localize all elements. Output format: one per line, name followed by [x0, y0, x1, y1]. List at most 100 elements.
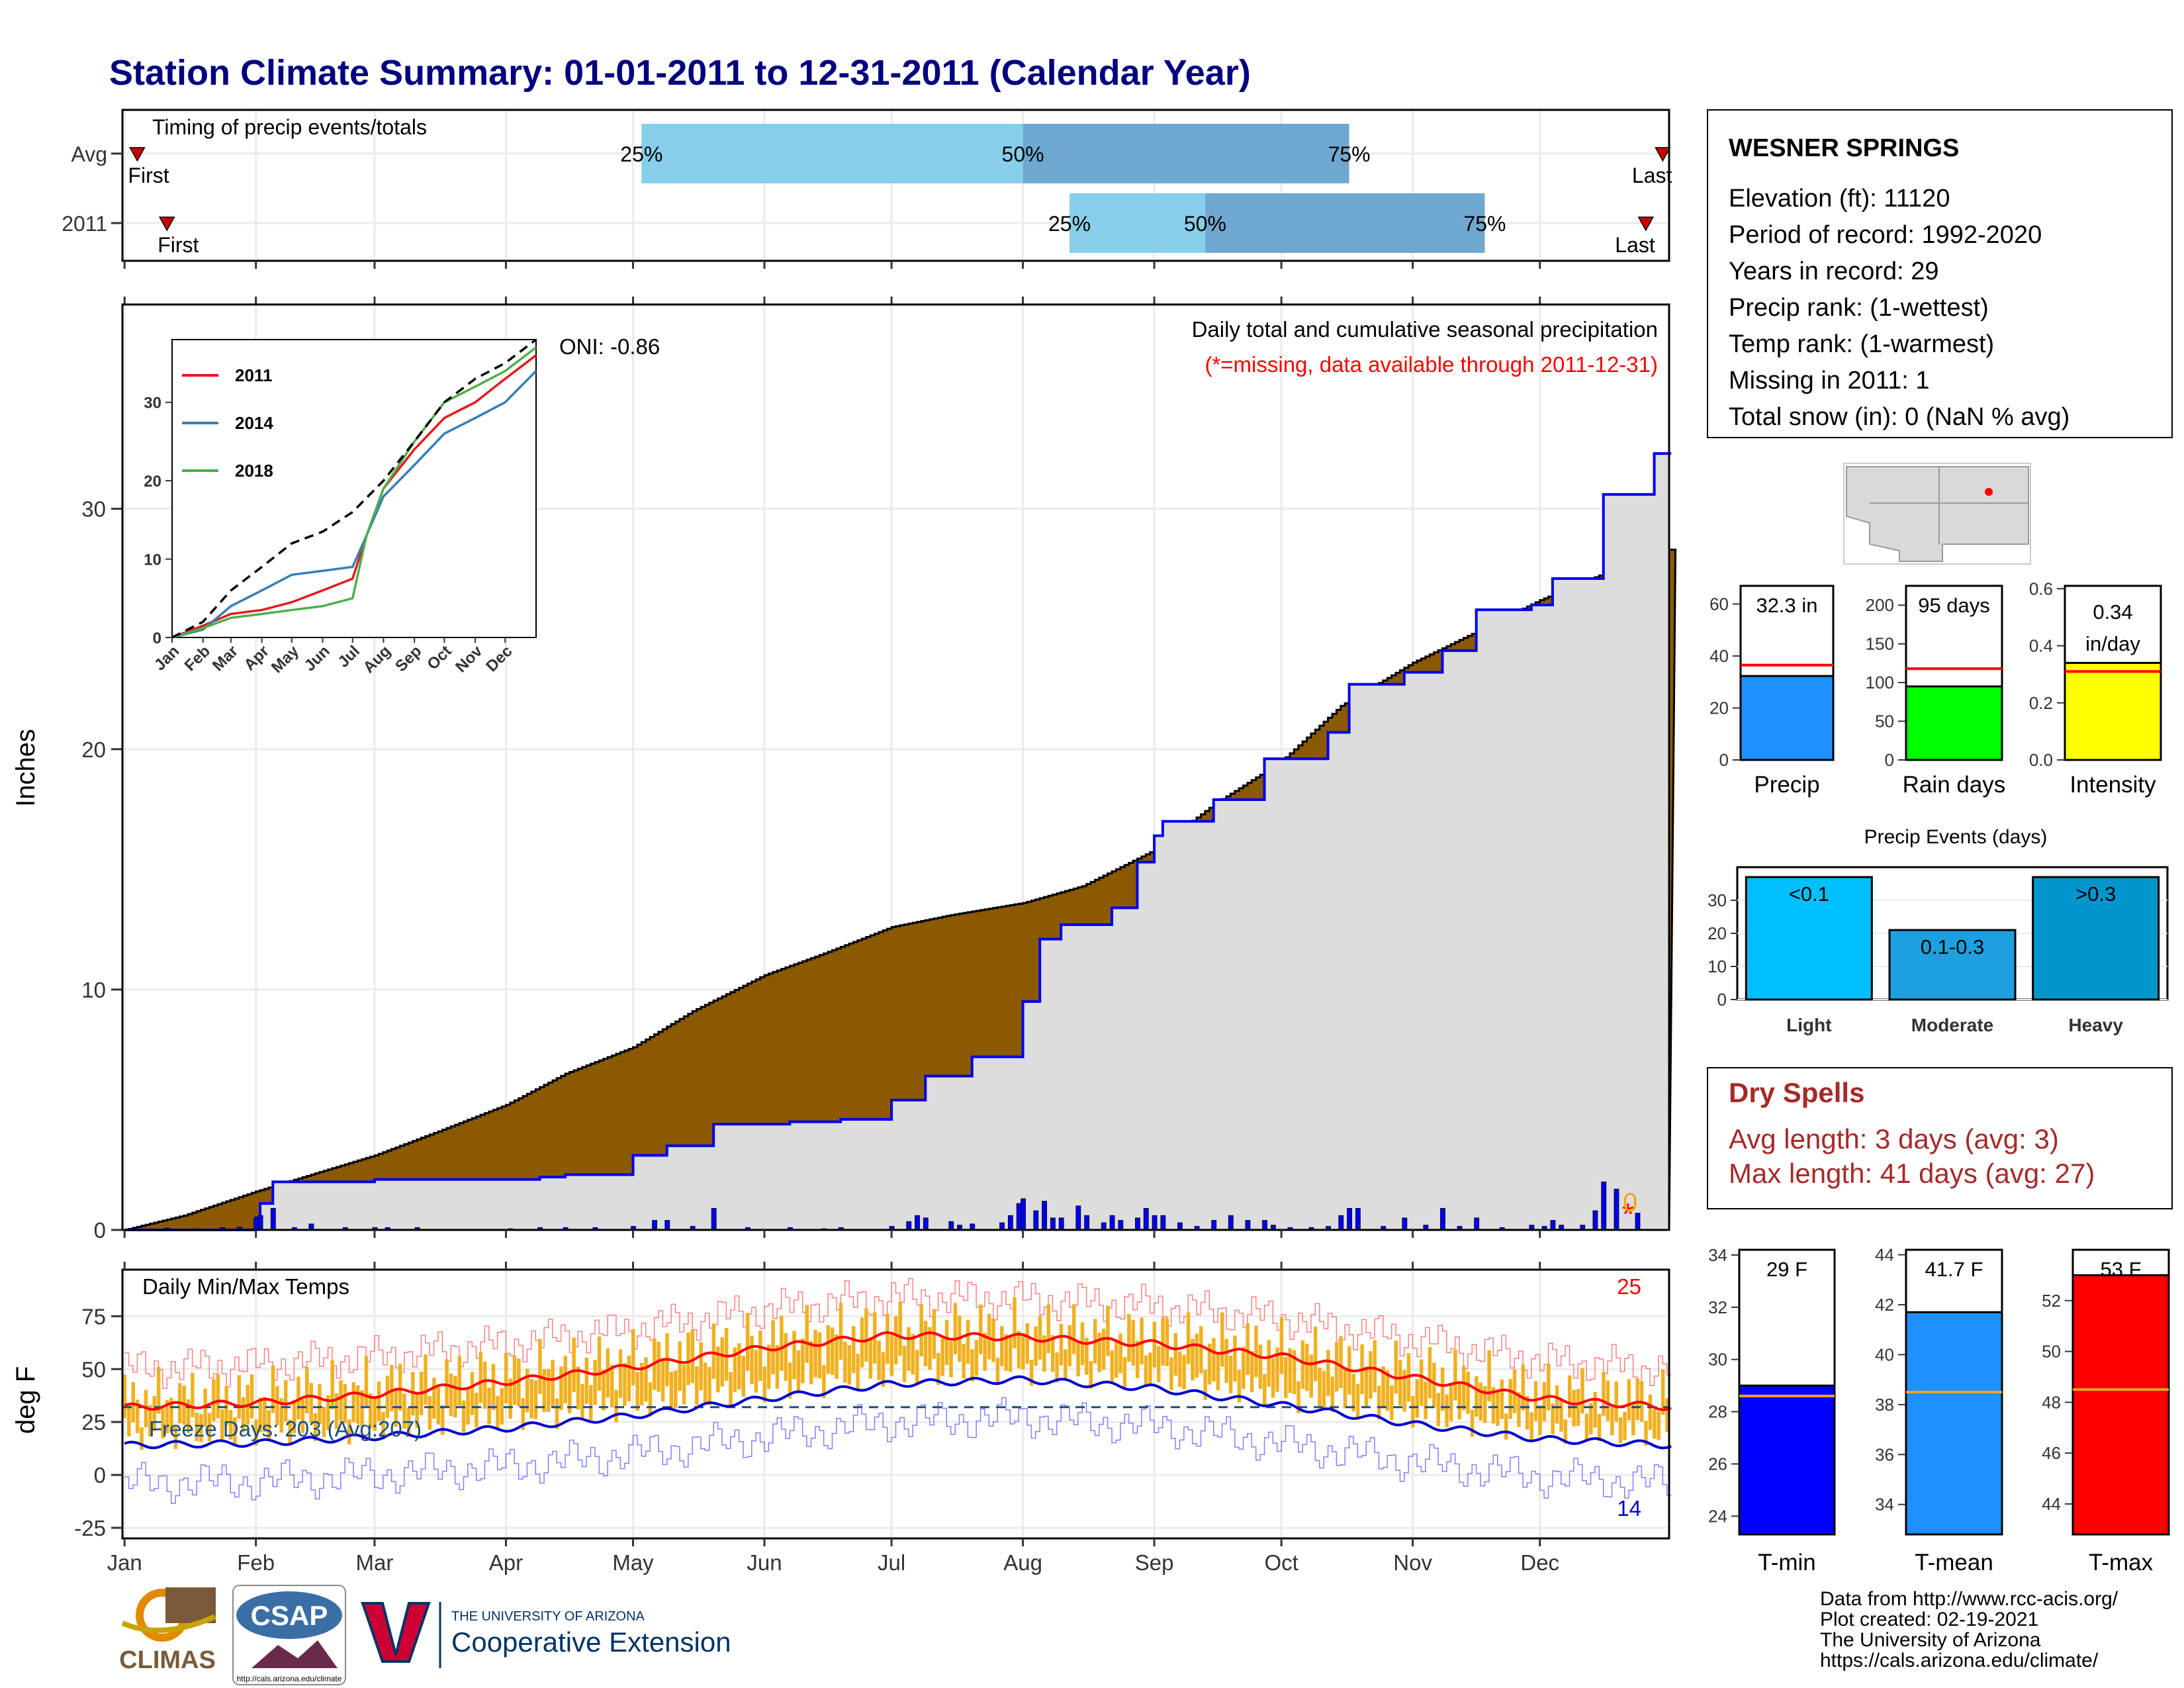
- daily-temp-bar: [1517, 1392, 1521, 1427]
- events-title: Precip Events (days): [1864, 826, 2048, 848]
- daily-temp-bar: [953, 1303, 958, 1354]
- month-x-axis: Jan Feb Mar Apr May Jun Jul Aug Sep Oct Nov Dec: [107, 1230, 1559, 1575]
- daily-temp-bar: [1106, 1305, 1110, 1356]
- daily-temp-bar: [1008, 1336, 1013, 1372]
- temp-bar-group: 44 46 48 50 52 53 F T-max: [2042, 1248, 2170, 1575]
- events-category-label: Moderate: [1911, 1015, 1993, 1035]
- daily-temp-bar: [1275, 1347, 1279, 1392]
- temp-bar-y-tick-label: 50: [2042, 1342, 2061, 1362]
- daily-temp-bar: [851, 1326, 856, 1374]
- daily-temp-bar: [983, 1333, 987, 1372]
- daily-temp-bar: [784, 1333, 788, 1382]
- summary-y-tick-label: 150: [1866, 634, 1894, 654]
- daily-temp-bar: [974, 1340, 979, 1376]
- timing-pct-label: 25%: [1048, 212, 1091, 236]
- temp-bar: [1905, 1311, 2003, 1536]
- daily-temp-bar: [369, 1393, 373, 1429]
- daily-temp-bar: [1631, 1403, 1635, 1436]
- daily-temp-bar: [402, 1393, 406, 1429]
- daily-precip-bar: [1262, 1220, 1267, 1231]
- temp-bar-y-tick-label: 32: [1708, 1297, 1727, 1317]
- daily-temp-bar: [258, 1397, 263, 1432]
- daily-temp-bar: [1297, 1381, 1300, 1413]
- daily-temp-bar: [457, 1356, 462, 1406]
- daily-temp-bar: [525, 1368, 529, 1413]
- inset-legend-label: 2018: [235, 461, 273, 481]
- dry-spells-avg: Avg length: 3 days (avg: 3): [1729, 1123, 2059, 1154]
- daily-temp-bar: [296, 1376, 300, 1420]
- daily-temp-bar: [750, 1335, 754, 1385]
- summary-y-tick-label: 200: [1866, 595, 1894, 615]
- daily-temp-bar: [1547, 1363, 1551, 1411]
- temp-bar-y-tick-label: 48: [2042, 1392, 2061, 1412]
- daily-temp-bar: [135, 1399, 140, 1434]
- daily-temp-bar: [288, 1419, 292, 1446]
- temp-summary-bars: 24 26 28 30 32 34 29 F T-min 34 36 38 40 42 44 41.7 F T…: [1708, 1245, 2170, 1575]
- logos-row: CLIMAS CSAP http://cals.arizona.edu/clim…: [119, 1585, 731, 1685]
- climas-text: CLIMAS: [119, 1646, 216, 1674]
- daily-temp-bar: [1237, 1370, 1242, 1403]
- daily-temp-bar: [1398, 1360, 1402, 1406]
- timing-marker: [129, 147, 146, 162]
- daily-temp-bar: [593, 1360, 597, 1405]
- inset-average-line: [171, 338, 537, 639]
- daily-temp-bar: [771, 1320, 775, 1374]
- daily-precip-bar: [1601, 1181, 1607, 1231]
- daily-temp-bar: [699, 1342, 703, 1391]
- daily-temp-bar: [940, 1338, 944, 1376]
- daily-temp-bar: [1428, 1346, 1432, 1399]
- daily-temp-bar: [1593, 1391, 1597, 1428]
- daily-temp-bar: [1453, 1349, 1457, 1401]
- events-bar: [1888, 929, 2017, 1001]
- hot-days-count: 25: [1617, 1274, 1641, 1299]
- credits: Data from http://www.rcc-acis.org/ Plot …: [1820, 1588, 2118, 1671]
- daily-temp-bar: [1610, 1404, 1614, 1436]
- daily-temp-bar: [1584, 1413, 1589, 1441]
- summary-bar-group: 0 50 100 150 200 95 days Rain days: [1866, 585, 2005, 798]
- daily-temp-bar: [690, 1329, 695, 1383]
- daily-temp-bar: [1085, 1338, 1089, 1375]
- daily-temp-bar: [966, 1319, 970, 1364]
- daily-temp-bar: [445, 1359, 449, 1408]
- precip-panel: Inches 0 10 20 30 Daily total and cumulativ…: [11, 297, 1677, 1243]
- missing-marker: *: [1622, 1197, 1634, 1231]
- daily-temp-bar: [1504, 1413, 1508, 1440]
- daily-temp-bar: [220, 1409, 224, 1440]
- daily-temp-bar: [1228, 1355, 1233, 1393]
- daily-temp-bar: [512, 1356, 517, 1405]
- daily-temp-bar: [898, 1301, 902, 1356]
- summary-y-tick-label: 40: [1709, 646, 1729, 666]
- daily-temp-bar: [1470, 1409, 1475, 1437]
- summary-bar-label: Precip: [1754, 772, 1819, 798]
- daily-temp-bar: [639, 1362, 644, 1405]
- daily-temp-bar: [1555, 1385, 1559, 1424]
- temp-y-tick-label: 75: [81, 1304, 106, 1329]
- temp-bar-group: 34 36 38 40 42 44 41.7 F T-mean: [1875, 1245, 2003, 1575]
- daily-temp-bar: [1071, 1304, 1076, 1354]
- daily-temp-bar: [470, 1372, 475, 1415]
- daily-temp-bar: [766, 1344, 771, 1389]
- daily-temp-bar: [542, 1369, 547, 1413]
- daily-temp-bar: [1148, 1352, 1152, 1386]
- events-y-tick-label: 0: [1717, 990, 1727, 1009]
- daily-temp-bar: [475, 1392, 478, 1428]
- summary-bar-value: 95 days: [1918, 594, 1990, 617]
- events-bar-label: 0.1-0.3: [1921, 935, 1985, 959]
- daily-temp-bar: [1635, 1378, 1639, 1421]
- daily-temp-bar: [1364, 1366, 1369, 1408]
- daily-temp-bar: [1606, 1380, 1610, 1421]
- daily-temp-bar: [1097, 1333, 1101, 1372]
- daily-temp-bar: [936, 1352, 940, 1385]
- daily-temp-bar: [780, 1315, 784, 1371]
- daily-temp-bar: [1461, 1366, 1466, 1411]
- daily-temp-bar: [597, 1336, 602, 1391]
- inset-y-tick-label: 30: [144, 395, 161, 412]
- daily-temp-bar: [729, 1372, 733, 1407]
- avg-min-line: [124, 1375, 1672, 1450]
- month-tick-label: Sep: [1135, 1550, 1174, 1575]
- daily-temp-bar: [1449, 1383, 1453, 1421]
- daily-temp-bar: [809, 1340, 813, 1385]
- daily-temp-bar: [122, 1374, 127, 1419]
- daily-precip-bar: [1402, 1217, 1408, 1231]
- station-line: Total snow (in): 0 (NaN % avg): [1729, 403, 2070, 431]
